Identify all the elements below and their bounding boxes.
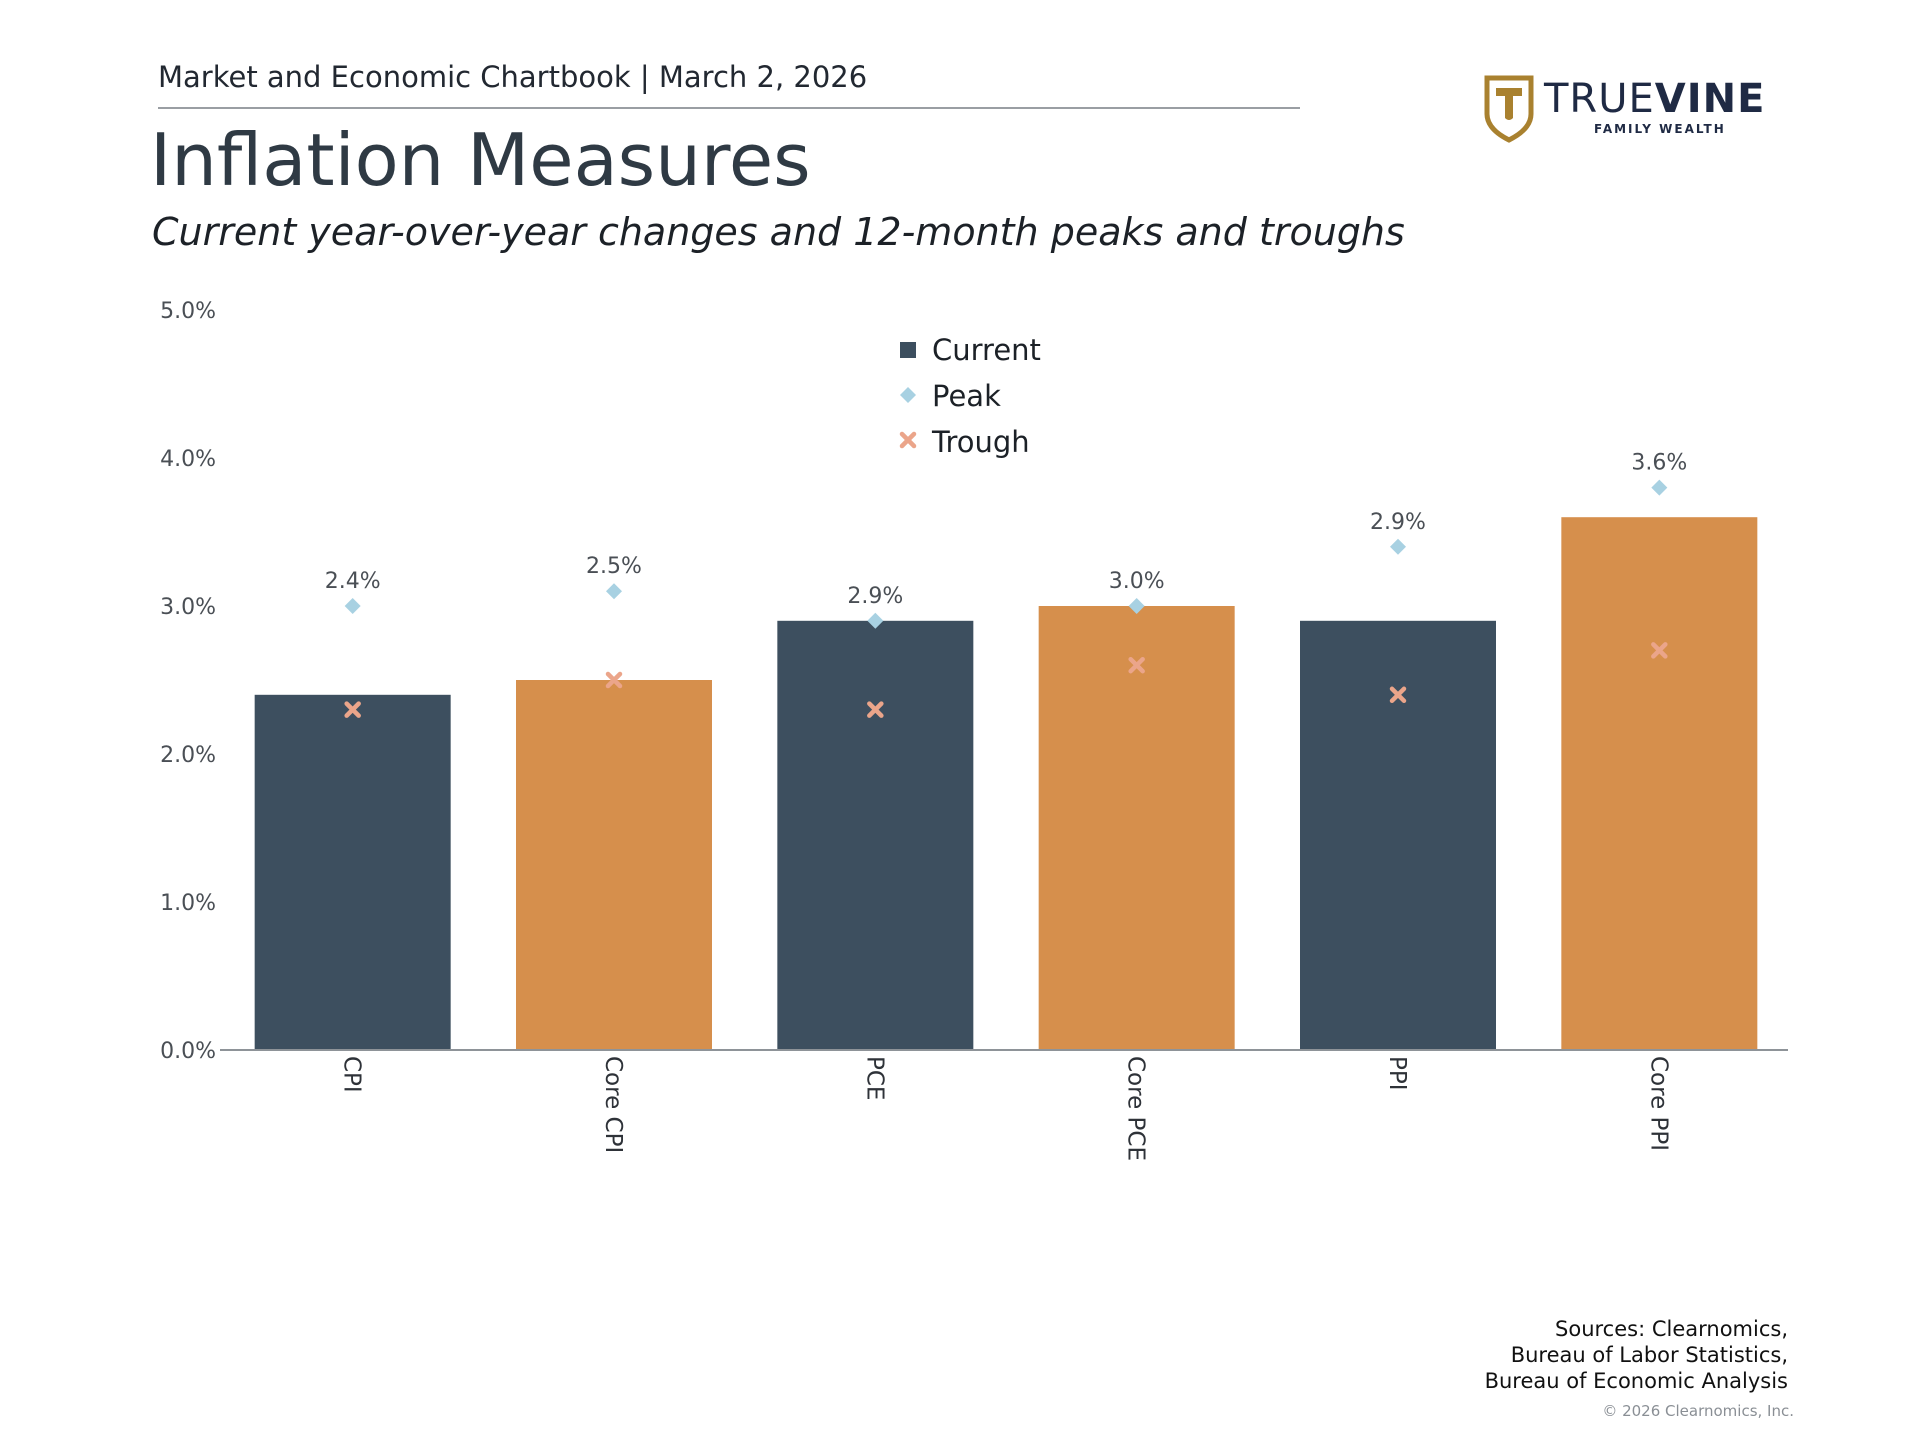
legend-trough-label: Trough — [931, 425, 1030, 459]
legend-trough-marker — [899, 431, 917, 449]
x-tick-label: CPI — [339, 1056, 365, 1093]
trough-marker-stroke — [867, 701, 884, 718]
shield-icon — [1484, 75, 1534, 143]
x-tick-label: Core PCE — [1123, 1056, 1149, 1161]
trough-marker — [1389, 686, 1407, 704]
truevine-logo: TRUEVINE FAMILY WEALTH — [1484, 74, 1784, 146]
y-tick-label: 1.0% — [160, 891, 216, 916]
trough-marker — [1128, 656, 1145, 674]
peak-marker — [1390, 538, 1406, 555]
trough-marker-stroke — [1389, 686, 1407, 704]
sources-line-1: Sources: Clearnomics, — [1555, 1317, 1788, 1341]
logo-wordmark-vine: VINE — [1654, 76, 1766, 122]
data-label: 3.6% — [1631, 451, 1687, 476]
y-tick-label: 3.0% — [160, 595, 216, 620]
x-tick-label: Core CPI — [600, 1056, 626, 1153]
x-tick-label: Core PPI — [1645, 1056, 1671, 1151]
x-tick-label: PCE — [861, 1056, 887, 1100]
legend-trough-marker-stroke — [899, 431, 917, 449]
bar-pce — [777, 620, 974, 1050]
trough-marker-stroke — [344, 701, 361, 718]
trough-marker — [344, 701, 361, 718]
peak-marker — [344, 598, 361, 614]
trough-marker — [867, 701, 884, 718]
legend-peak-marker — [900, 387, 916, 403]
logo-wordmark-true: TRUE — [1544, 76, 1655, 122]
bar-cpi — [254, 694, 451, 1050]
trough-marker-stroke — [605, 671, 623, 689]
peak-marker — [867, 612, 884, 629]
logo-wordmark: TRUEVINE — [1544, 76, 1765, 122]
sources-note: Sources: Clearnomics, Bureau of Labor St… — [1485, 1316, 1788, 1394]
trough-marker — [1651, 642, 1668, 659]
data-label: 3.0% — [1109, 569, 1165, 594]
x-tick-label: PPI — [1384, 1056, 1410, 1091]
trough-marker-stroke — [1128, 656, 1145, 674]
legend-current-label: Current — [932, 333, 1041, 367]
y-tick-label: 4.0% — [160, 447, 216, 472]
copyright-note: © 2026 Clearnomics, Inc. — [1602, 1402, 1794, 1420]
bar-core-pce — [1038, 606, 1235, 1050]
legend-current-swatch — [900, 342, 916, 358]
header-divider — [158, 107, 1300, 109]
peak-marker — [606, 583, 622, 600]
y-tick-label: 0.0% — [160, 1039, 216, 1064]
trough-marker — [605, 671, 623, 689]
chartbook-date-line: Market and Economic Chartbook | March 2,… — [158, 60, 868, 94]
data-label: 2.5% — [586, 554, 642, 579]
y-tick-label: 2.0% — [160, 743, 216, 768]
bar-ppi — [1300, 620, 1496, 1050]
bar-core-cpi — [516, 680, 712, 1050]
page-title: Inflation Measures — [150, 118, 811, 202]
bar-core-ppi — [1561, 517, 1758, 1050]
page-subtitle: Current year-over-year changes and 12-mo… — [152, 210, 1405, 254]
trough-marker-stroke — [1651, 642, 1668, 659]
data-label: 2.9% — [1370, 510, 1426, 535]
data-label: 2.4% — [325, 569, 381, 594]
peak-marker — [1651, 479, 1668, 496]
sources-line-2: Bureau of Labor Statistics, — [1510, 1343, 1788, 1367]
peak-marker — [1128, 598, 1145, 614]
legend-peak-label: Peak — [932, 379, 1001, 413]
logo-tagline: FAMILY WEALTH — [1594, 122, 1726, 136]
y-tick-label: 5.0% — [160, 299, 216, 324]
sources-line-3: Bureau of Economic Analysis — [1484, 1369, 1788, 1393]
data-label: 2.9% — [847, 584, 903, 609]
